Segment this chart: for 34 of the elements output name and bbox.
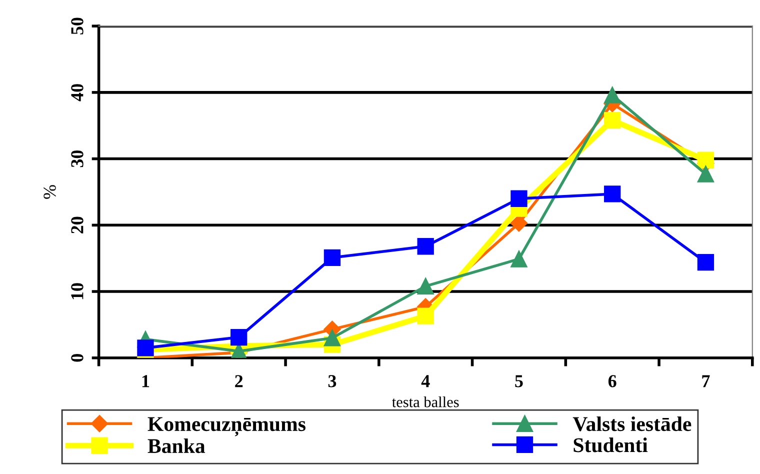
y-tick-label: 50 (71, 18, 84, 34)
x-tick-label: 1 (142, 375, 150, 388)
point (324, 249, 341, 266)
x-tick-label: 5 (515, 375, 523, 388)
y-tick-label: 0 (71, 354, 84, 362)
x-axis-title: testa balles (392, 396, 459, 408)
point (417, 308, 434, 324)
x-tick-label: 7 (702, 375, 710, 388)
point (510, 190, 528, 207)
y-axis-title: % (44, 185, 56, 199)
point (324, 330, 341, 346)
point (604, 86, 621, 104)
y-tick-label: 40 (71, 84, 84, 102)
x-tick-label: 2 (235, 375, 243, 388)
point (697, 166, 714, 182)
point (230, 328, 248, 346)
legend-label: Komecuzņēmums (148, 417, 306, 436)
point (417, 238, 434, 255)
y-tick-label: 20 (71, 216, 84, 234)
legend-label: Studenti (574, 438, 648, 452)
legend-label: Banka (148, 438, 206, 454)
point (510, 250, 528, 268)
point (697, 254, 714, 271)
legend-label: Valsts iestāde (572, 416, 692, 432)
point (604, 112, 621, 129)
x-tick-label: 6 (608, 375, 616, 388)
point (510, 214, 528, 232)
x-tick-label: 4 (421, 375, 430, 388)
x-tick-label: 3 (328, 375, 336, 388)
point (604, 186, 621, 202)
y-tick-label: 10 (71, 283, 84, 300)
y-tick-label: 30 (71, 150, 84, 168)
point (417, 278, 434, 295)
point (697, 152, 714, 168)
